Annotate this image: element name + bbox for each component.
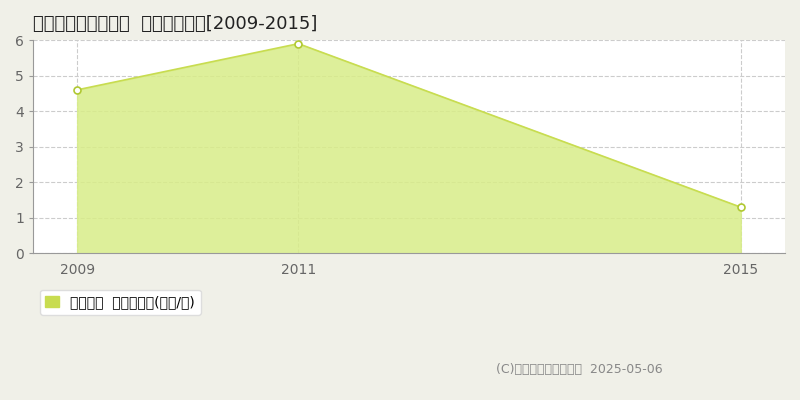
Point [734,204,747,210]
Point [70,87,83,93]
Legend: 土地価格  平均坪単価(万円/坪): 土地価格 平均坪単価(万円/坪) [40,290,201,315]
Text: (C)土地価格ドットコム  2025-05-06: (C)土地価格ドットコム 2025-05-06 [496,363,662,376]
Point [292,40,305,47]
Text: 中新川郡立山町宮路  土地価格推移[2009-2015]: 中新川郡立山町宮路 土地価格推移[2009-2015] [33,15,318,33]
